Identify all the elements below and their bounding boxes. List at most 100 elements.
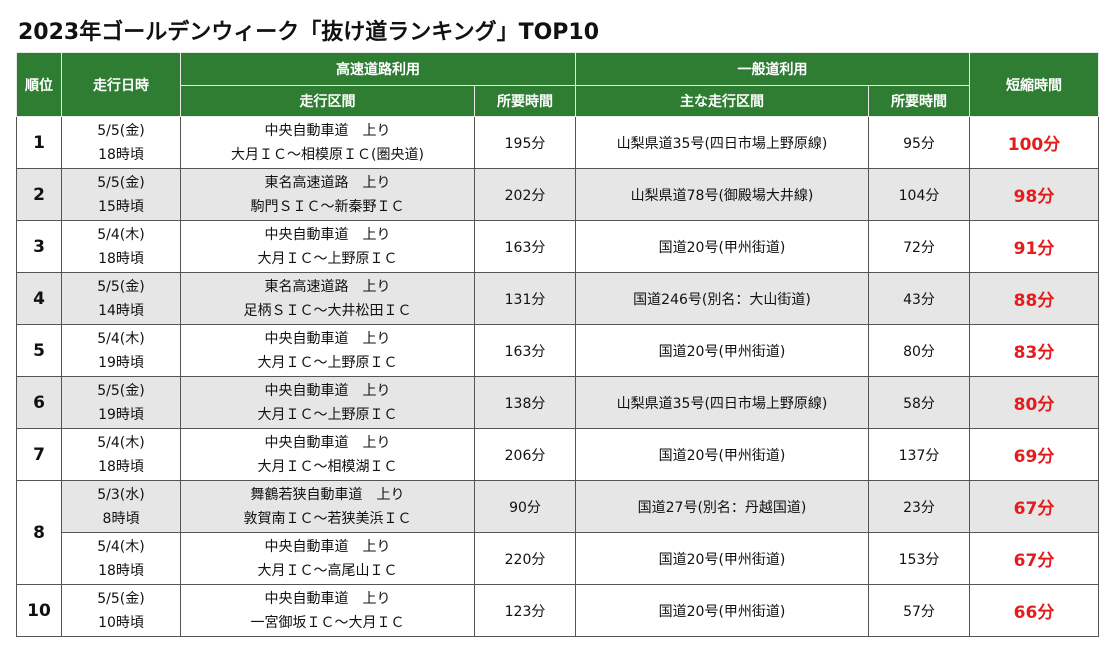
general-section-cell: 国道20号(甲州街道) <box>575 220 869 273</box>
general-section-cell: 国道246号(別名：大山街道) <box>575 272 869 325</box>
saved-time-cell: 67分 <box>969 532 1099 585</box>
general-section-cell: 山梨県道78号(御殿場大井線) <box>575 168 869 221</box>
highway-section-cell: 舞鶴若狭自動車道 上り 敦賀南ＩＣ～若狭美浜ＩＣ <box>180 480 475 533</box>
highway-section: 敦賀南ＩＣ～若狭美浜ＩＣ <box>243 510 412 527</box>
date: 5/4(木) <box>97 330 145 347</box>
header-saved: 短縮時間 <box>969 52 1099 117</box>
header-highway-section: 走行区間 <box>180 85 475 117</box>
time: 18時頃 <box>98 458 144 475</box>
table-row: 10 5/5(金) 10時頃 中央自動車道 上り 一宮御坂ＩＣ～大月ＩＣ 123分 … <box>16 584 1099 637</box>
saved-time-cell: 91分 <box>969 220 1099 273</box>
rank-cell: 6 <box>16 376 62 429</box>
table-row: 1 5/5(金) 18時頃 中央自動車道 上り大月ＩＣ～相模原ＩＣ(圏央道) 19… <box>16 116 1099 169</box>
datetime-cell: 5/5(金) 15時頃 <box>61 168 181 221</box>
highway-section: 大月ＩＣ～上野原ＩＣ <box>257 250 398 267</box>
saved-time-cell: 66分 <box>969 584 1099 637</box>
general-time-cell: 137分 <box>868 428 970 481</box>
highway-section-cell: 中央自動車道 上り大月ＩＣ～相模原ＩＣ(圏央道) <box>180 116 475 169</box>
highway-road: 中央自動車道 上り <box>264 226 391 243</box>
highway-road: 中央自動車道 上り <box>264 122 391 139</box>
header-highway-group: 高速道路利用 <box>180 52 576 86</box>
highway-road: 中央自動車道 上り <box>264 590 391 607</box>
table-row: 8 5/3(水) 8時頃 舞鶴若狭自動車道 上り 敦賀南ＩＣ～若狭美浜ＩＣ 90分 … <box>16 480 1099 585</box>
saved-time-cell: 67分 <box>969 480 1099 533</box>
header-general-time: 所要時間 <box>868 85 970 117</box>
general-time-cell: 95分 <box>868 116 970 169</box>
highway-section: 大月ＩＣ～相模湖ＩＣ <box>257 458 398 475</box>
table-row: 6 5/5(金) 19時頃 中央自動車道 上り 大月ＩＣ～上野原ＩＣ 138分 山梨… <box>16 376 1099 429</box>
time: 18時頃 <box>98 562 144 579</box>
highway-time-cell: 123分 <box>474 584 576 637</box>
highway-road: 中央自動車道 上り <box>264 538 391 555</box>
time: 8時頃 <box>102 510 140 527</box>
datetime-cell: 5/5(金) 19時頃 <box>61 376 181 429</box>
header-general-group: 一般道利用 <box>575 52 970 86</box>
general-section-cell: 山梨県道35号(四日市場上野原線) <box>575 116 869 169</box>
rank-cell: 4 <box>16 272 62 325</box>
page-title: 2023年ゴールデンウィーク「抜け道ランキング」TOP10 <box>18 20 600 45</box>
highway-time-cell: 90分 <box>474 480 576 533</box>
header-general-section: 主な走行区間 <box>575 85 869 117</box>
datetime-cell: 5/4(木) 19時頃 <box>61 324 181 377</box>
table-row: 5 5/4(木) 19時頃 中央自動車道 上り 大月ＩＣ～上野原ＩＣ 163分 国道… <box>16 324 1099 377</box>
general-section-cell: 山梨県道35号(四日市場上野原線) <box>575 376 869 429</box>
highway-section-cell: 東名高速道路 上り足柄ＳＩＣ～大井松田ＩＣ <box>180 272 475 325</box>
highway-time-cell: 220分 <box>474 532 576 585</box>
date: 5/4(木) <box>97 538 145 555</box>
rank-cell: 5 <box>16 324 62 377</box>
general-time-cell: 80分 <box>868 324 970 377</box>
time: 19時頃 <box>98 406 144 423</box>
general-time-cell: 104分 <box>868 168 970 221</box>
highway-section-cell: 中央自動車道 上り 大月ＩＣ～上野原ＩＣ <box>180 324 475 377</box>
time: 18時頃 <box>98 250 144 267</box>
rank-cell: 1 <box>16 116 62 169</box>
datetime-cell: 5/4(木) 18時頃 <box>61 532 181 585</box>
table-row: 3 5/4(木) 18時頃 中央自動車道 上り 大月ＩＣ～上野原ＩＣ 163分 国道… <box>16 220 1099 273</box>
highway-road: 東名高速道路 上り <box>264 278 391 295</box>
highway-section-cell: 中央自動車道 上り 大月ＩＣ～高尾山ＩＣ <box>180 532 475 585</box>
datetime-cell: 5/5(金) 10時頃 <box>61 584 181 637</box>
date: 5/5(金) <box>97 278 145 295</box>
rank-cell: 10 <box>16 584 62 637</box>
general-section-cell: 国道20号(甲州街道) <box>575 584 869 637</box>
header-highway-time: 所要時間 <box>474 85 576 117</box>
time: 19時頃 <box>98 354 144 371</box>
general-section-cell: 国道20号(甲州街道) <box>575 324 869 377</box>
saved-time-cell: 80分 <box>969 376 1099 429</box>
highway-section: 大月ＩＣ～相模原ＩＣ(圏央道) <box>231 146 424 163</box>
saved-time-cell: 88分 <box>969 272 1099 325</box>
time: 18時頃 <box>98 146 144 163</box>
time: 15時頃 <box>98 198 144 215</box>
header-datetime: 走行日時 <box>61 52 181 117</box>
saved-time-cell: 98分 <box>969 168 1099 221</box>
time: 14時頃 <box>98 302 144 319</box>
general-section-cell: 国道20号(甲州街道) <box>575 532 869 585</box>
date: 5/3(水) <box>97 486 145 503</box>
date: 5/5(金) <box>97 122 145 139</box>
header-rank: 順位 <box>16 52 62 117</box>
highway-section: 大月ＩＣ～高尾山ＩＣ <box>257 562 398 579</box>
highway-road: 舞鶴若狭自動車道 上り <box>250 486 405 503</box>
table-row: 7 5/4(木) 18時頃 中央自動車道 上り 大月ＩＣ～相模湖ＩＣ 206分 国道… <box>16 428 1099 481</box>
highway-section-cell: 中央自動車道 上り 一宮御坂ＩＣ～大月ＩＣ <box>180 584 475 637</box>
highway-section: 一宮御坂ＩＣ～大月ＩＣ <box>250 614 405 631</box>
highway-section: 足柄ＳＩＣ～大井松田ＩＣ <box>243 302 412 319</box>
general-section-cell: 国道20号(甲州街道) <box>575 428 869 481</box>
general-time-cell: 72分 <box>868 220 970 273</box>
saved-time-cell: 83分 <box>969 324 1099 377</box>
saved-time-cell: 100分 <box>969 116 1099 169</box>
table-row: 2 5/5(金) 15時頃 東名高速道路 上り 駒門ＳＩＣ～新秦野ＩＣ 202分 山… <box>16 168 1099 221</box>
highway-time-cell: 138分 <box>474 376 576 429</box>
highway-section-cell: 中央自動車道 上り 大月ＩＣ～上野原ＩＣ <box>180 376 475 429</box>
rank-cell: 7 <box>16 428 62 481</box>
highway-section-cell: 中央自動車道 上り 大月ＩＣ～上野原ＩＣ <box>180 220 475 273</box>
highway-section: 大月ＩＣ～上野原ＩＣ <box>257 406 398 423</box>
date: 5/4(木) <box>97 226 145 243</box>
highway-time-cell: 195分 <box>474 116 576 169</box>
highway-time-cell: 202分 <box>474 168 576 221</box>
highway-section-cell: 中央自動車道 上り 大月ＩＣ～相模湖ＩＣ <box>180 428 475 481</box>
highway-time-cell: 131分 <box>474 272 576 325</box>
time: 10時頃 <box>98 614 144 631</box>
date: 5/5(金) <box>97 590 145 607</box>
general-time-cell: 58分 <box>868 376 970 429</box>
